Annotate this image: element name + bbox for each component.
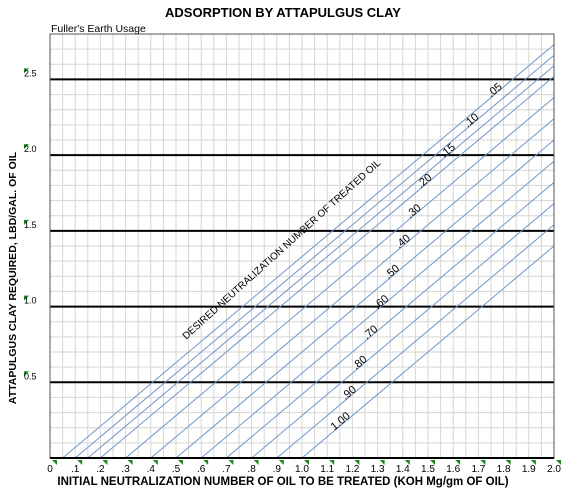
x-tick-label: 1.4 [396, 464, 410, 475]
x-tick-marker [102, 460, 108, 465]
x-tick-marker [530, 460, 536, 465]
series-line [100, 76, 555, 459]
y-tick-label: 0.5 [24, 371, 37, 381]
x-tick-label: 1.3 [371, 464, 385, 475]
x-tick-label: .7 [222, 464, 231, 475]
x-tick-marker [379, 460, 385, 465]
x-tick-marker [278, 460, 284, 465]
x-tick-marker [127, 460, 133, 465]
x-tick-marker [480, 460, 486, 465]
x-tick-marker [203, 460, 209, 465]
chart-subtitle: Fuller's Earth Usage [51, 23, 146, 35]
reference-lines [50, 78, 554, 384]
x-tick-marker [304, 460, 309, 465]
x-tick-marker [404, 460, 410, 465]
x-tick-label: 2.0 [547, 464, 561, 475]
y-tick-marker [24, 144, 29, 150]
chart-title: ADSORPTION BY ATTAPULGUS CLAY [165, 5, 401, 20]
series-line [226, 182, 555, 459]
x-tick-marker [430, 460, 435, 465]
series-line [74, 54, 555, 459]
x-tick-marker [152, 460, 158, 465]
x-tick-marker [52, 460, 57, 465]
x-axis-label: INITIAL NEUTRALIZATION NUMBER OF OIL TO … [57, 476, 509, 488]
x-tick-marker [329, 460, 335, 465]
y-tick-label: 1.5 [24, 220, 37, 230]
series-lines [62, 44, 555, 459]
x-tick-label: .6 [197, 464, 206, 475]
x-tick-marker [77, 460, 83, 465]
x-tick-label: .8 [247, 464, 256, 475]
series-line [251, 203, 555, 459]
x-tick-label: 1.8 [497, 464, 511, 475]
series-line [62, 44, 555, 459]
x-tick-label: 1.7 [471, 464, 485, 475]
x-tick-label: .4 [147, 464, 156, 475]
series-line [125, 97, 555, 459]
x-tick-marker [253, 460, 259, 465]
series-line [301, 245, 555, 459]
series-line [150, 118, 555, 459]
y-tick-marker [24, 219, 29, 225]
x-tick-marker [556, 460, 561, 465]
y-tick-marker [24, 68, 29, 74]
y-tick-label: 1.0 [24, 296, 37, 306]
series-line [87, 65, 555, 459]
x-tick-marker [354, 460, 360, 465]
x-tick-label: .3 [121, 464, 130, 475]
y-tick-marker [24, 295, 29, 301]
plot-frame [49, 33, 555, 459]
x-tick-label: 1.9 [522, 464, 536, 475]
x-tick-label: .1 [71, 464, 80, 475]
y-tick-label: 2.5 [24, 68, 37, 78]
x-tick-marker [178, 460, 183, 465]
x-tick-label: 1.6 [446, 464, 460, 475]
x-tick-label: .9 [273, 464, 282, 475]
x-tick-label: .5 [172, 464, 181, 475]
x-tick-label: .2 [96, 464, 105, 475]
series-line [200, 160, 555, 459]
x-tick-label: 1.5 [421, 464, 435, 475]
x-tick-marker [455, 460, 461, 465]
y-tick-marker [24, 371, 29, 377]
x-tick-label: 1.2 [345, 464, 359, 475]
x-tick-marker [228, 460, 234, 465]
y-tick-label: 2.0 [24, 144, 37, 154]
x-tick-label: 1.0 [295, 464, 309, 475]
tick-labels: 0 .1 .2 .3 .4 .5 .6 .7 .8 .9 1.0 1.1 1.2 1.3 1.4 1.5 1.6… [24, 68, 561, 475]
series-line [175, 139, 555, 459]
series-line [276, 224, 555, 459]
x-tick-label: 0 [47, 464, 53, 475]
x-tick-label: 1.1 [320, 464, 334, 475]
x-tick-marker [505, 460, 511, 465]
